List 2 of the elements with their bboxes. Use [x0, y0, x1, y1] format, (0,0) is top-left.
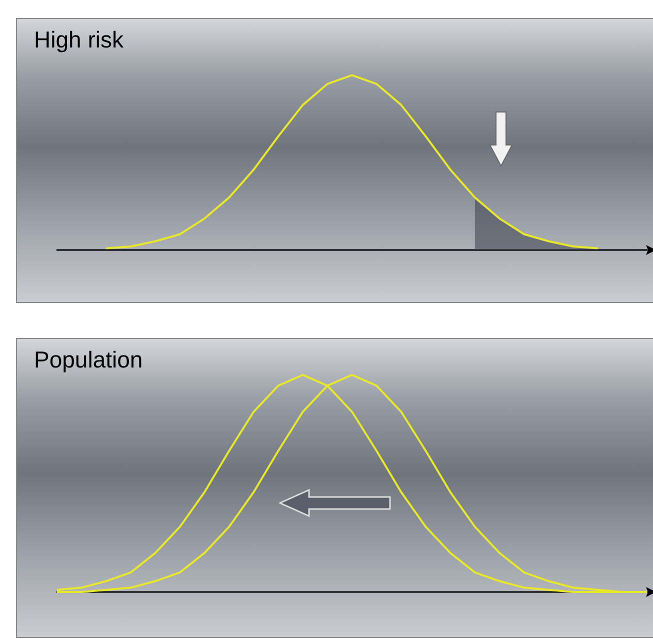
chart-title: High risk [34, 26, 124, 52]
chart-title: Population [34, 346, 143, 372]
